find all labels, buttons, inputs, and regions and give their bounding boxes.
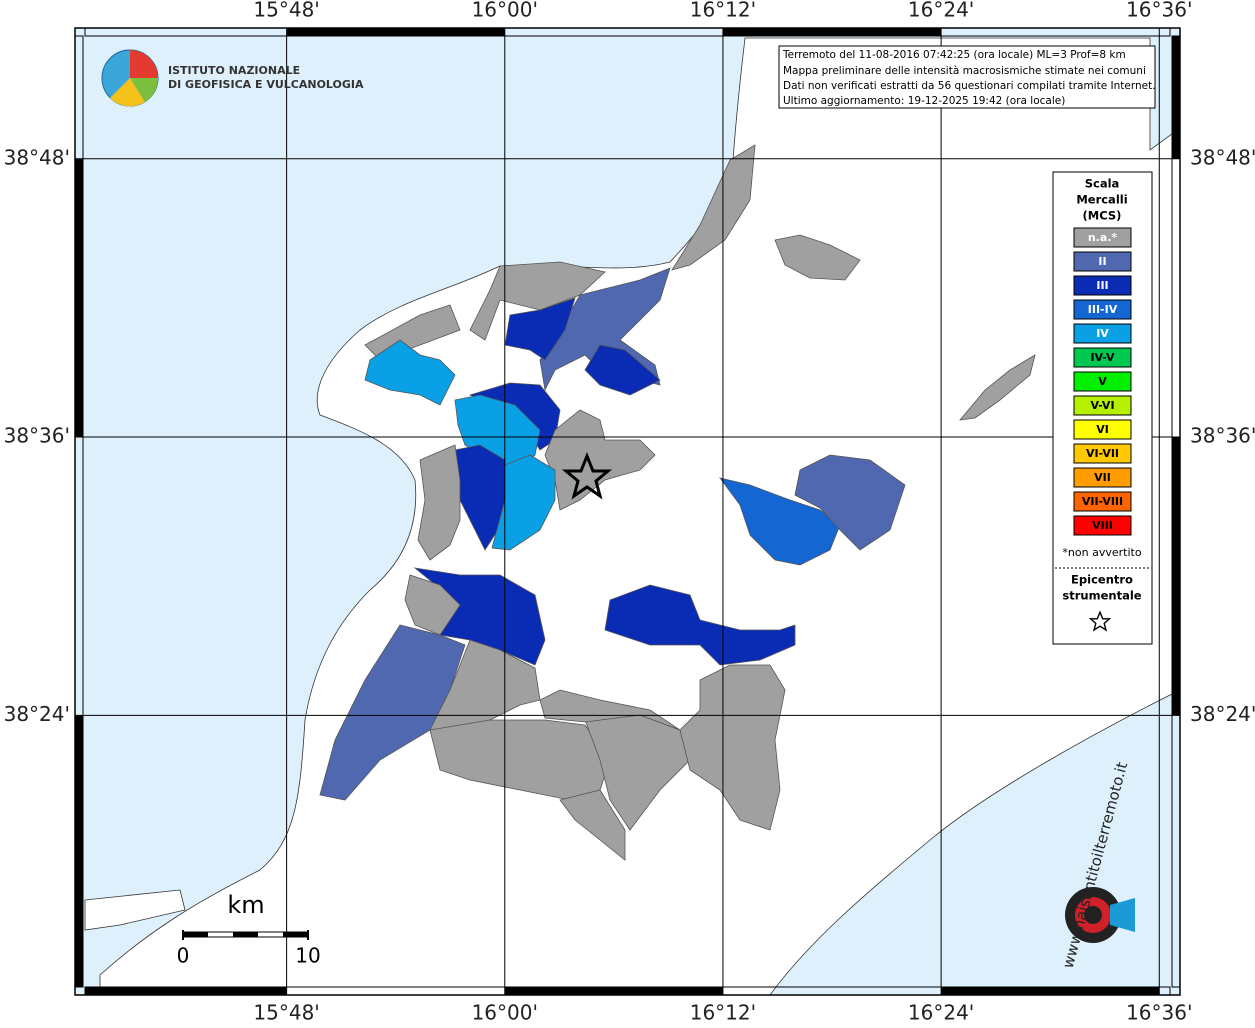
legend-label: VII	[1094, 471, 1111, 484]
municipality	[774, 234, 861, 281]
legend-label: VIII	[1092, 519, 1113, 532]
legend-label: II	[1098, 255, 1106, 268]
lat-label: 38°24'	[1190, 702, 1255, 726]
legend-label: VII-VIII	[1082, 495, 1123, 508]
lon-label: 15°48'	[253, 1001, 319, 1025]
municipality	[679, 664, 786, 831]
municipality	[504, 297, 576, 361]
info-line: Ultimo aggiornamento: 19-12-2025 19:42 (…	[783, 95, 1065, 107]
legend-label: n.a.*	[1088, 231, 1118, 244]
info-line: Terremoto del 11-08-2016 07:42:25 (ora l…	[782, 49, 1126, 61]
legend-epicenter: strumentale	[1062, 589, 1141, 603]
logo-text: ISTITUTO NAZIONALE	[168, 64, 300, 77]
legend-title: Mercalli	[1076, 193, 1127, 207]
lat-label: 38°24'	[4, 702, 70, 726]
legend-label: III-IV	[1088, 303, 1118, 316]
land-islet	[84, 889, 186, 931]
municipalities	[319, 144, 1036, 861]
scale-bar-seg	[233, 932, 258, 937]
lat-label: 38°36'	[4, 424, 70, 448]
municipality	[794, 454, 906, 551]
municipality	[417, 444, 461, 561]
legend-label: VI-VII	[1086, 447, 1119, 460]
legend-swatch	[1073, 491, 1132, 512]
scale-unit: km	[227, 891, 264, 919]
municipality	[719, 477, 841, 566]
lon-label: 15°48'	[253, 0, 319, 22]
legend-swatch	[1073, 395, 1132, 416]
legend-swatch	[1073, 275, 1132, 296]
legend-label: VI	[1096, 423, 1109, 436]
municipality	[959, 354, 1036, 421]
scale-bar-seg	[283, 932, 308, 937]
legend-swatch	[1073, 443, 1132, 464]
legend-label: IV	[1096, 327, 1109, 340]
epicenter	[561, 451, 613, 500]
legend-swatch	[1073, 419, 1132, 440]
lon-label: 16°12'	[690, 0, 756, 22]
municipality	[584, 344, 661, 396]
legend-title: (MCS)	[1083, 209, 1122, 223]
legend-swatch	[1073, 251, 1132, 272]
legend-swatch	[1073, 347, 1132, 368]
legend-label: III	[1096, 279, 1108, 292]
lon-label: 16°36'	[1126, 1001, 1192, 1025]
legend-swatch	[1073, 515, 1132, 536]
legend-swatch	[1073, 371, 1132, 392]
municipality	[671, 144, 756, 271]
legend-label: V	[1098, 375, 1107, 388]
legend-label: V-VI	[1090, 399, 1114, 412]
lon-label: 16°24'	[908, 0, 974, 22]
graticule-labels: 15°48' 15°48' 16°00' 16°00' 16°12' 16°12' 16°2…	[4, 0, 1255, 1025]
legend-epicenter: Epicentro	[1071, 573, 1133, 587]
legend-label: IV-V	[1090, 351, 1115, 364]
lon-label: 16°00'	[472, 0, 538, 22]
legend: Scala Mercalli (MCS) *non avvertito Epic…	[1052, 171, 1153, 645]
scale-bar-seg	[183, 932, 208, 937]
municipality	[319, 624, 466, 801]
scale-label: 10	[295, 944, 320, 968]
lat-label: 38°36'	[1190, 424, 1255, 448]
info-line: Mappa preliminare delle intensità macros…	[783, 65, 1146, 77]
scale-bar: km 0 10	[177, 891, 321, 968]
scale-label: 0	[177, 944, 190, 968]
legend-swatch	[1073, 323, 1132, 344]
municipality	[364, 339, 456, 406]
municipality	[604, 584, 796, 666]
legend-note: *non avvertito	[1062, 546, 1141, 559]
logo-text: DI GEOFISICA E VULCANOLOGIA	[168, 78, 364, 91]
frame	[74, 27, 1181, 996]
lon-label: 16°24'	[908, 1001, 974, 1025]
municipality	[491, 454, 556, 551]
info-line: Dati non verificati estratti da 56 quest…	[783, 80, 1156, 92]
lon-label: 16°12'	[690, 1001, 756, 1025]
ingv-logo: ISTITUTO NAZIONALE DI GEOFISICA E VULCAN…	[101, 49, 364, 107]
lon-label: 16°36'	[1126, 0, 1192, 22]
graticule	[75, 28, 1180, 995]
municipality	[559, 789, 626, 861]
legend-title: Scala	[1085, 177, 1120, 191]
municipality	[469, 261, 606, 341]
legend-swatch	[1073, 227, 1132, 248]
lon-label: 16°00'	[472, 1001, 538, 1025]
lat-label: 38°48'	[1190, 145, 1255, 169]
legend-swatch	[1073, 299, 1132, 320]
info-box: Terremoto del 11-08-2016 07:42:25 (ora l…	[778, 45, 1156, 109]
legend-swatch	[1073, 467, 1132, 488]
lat-label: 38°48'	[4, 145, 70, 169]
